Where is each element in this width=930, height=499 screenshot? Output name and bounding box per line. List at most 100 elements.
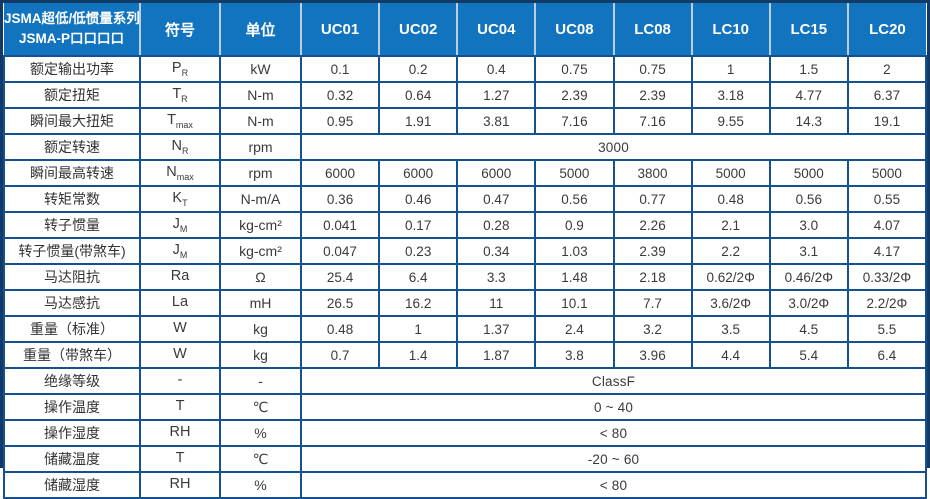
- value-cell: 2.39: [534, 81, 615, 109]
- row-symbol: JM: [139, 237, 221, 265]
- value-cell: 0.46/2Φ: [768, 263, 849, 291]
- symbol-base: T: [172, 86, 182, 103]
- symbol-base: RH: [169, 476, 191, 493]
- value-cell: 1.37: [456, 315, 537, 343]
- table-row: 转子惯量(带煞车) JM kg-cm² 0.047 0.23 0.34 1.03 2.3…: [3, 237, 928, 265]
- row-unit: kg: [219, 315, 302, 343]
- table-row: 重量（标准） W kg 0.48 1 1.37 2.4 3.2 3.5 4.5 5.5: [3, 315, 928, 343]
- value-cell: 2.1: [690, 211, 771, 239]
- row-symbol: -: [139, 367, 221, 395]
- row-symbol: TR: [139, 81, 221, 109]
- row-symbol: KT: [139, 185, 221, 213]
- symbol-base: J: [172, 242, 180, 259]
- value-cell: 3.18: [690, 81, 771, 109]
- value-cell: 0.95: [299, 107, 381, 135]
- symbol-base: Ra: [170, 268, 190, 285]
- row-merged-value: ClassF: [300, 367, 927, 395]
- row-merged-value: 0 ~ 40: [300, 393, 927, 421]
- value-cell: 5000: [534, 159, 615, 187]
- value-cell: 19.1: [846, 107, 928, 135]
- row-label: 转子惯量(带煞车): [3, 237, 141, 265]
- row-unit: kg-cm²: [219, 211, 302, 239]
- value-cell: 6000: [456, 159, 537, 187]
- value-cell: 2.4: [534, 315, 615, 343]
- value-cell: 0.4: [456, 55, 537, 83]
- row-label: 操作温度: [3, 393, 141, 421]
- value-cell: 3.5: [690, 315, 771, 343]
- symbol-subscript: R: [181, 67, 189, 78]
- value-cell: 0.32: [299, 81, 381, 109]
- symbol-base: W: [173, 346, 187, 363]
- value-cell: 0.46: [378, 185, 459, 213]
- table-row: 绝缘等级 - - ClassF: [3, 367, 927, 395]
- row-unit: N-m: [219, 107, 302, 135]
- row-symbol: PR: [139, 55, 221, 83]
- value-cell: 5.4: [768, 341, 849, 369]
- value-cell: 5000: [768, 159, 849, 187]
- symbol-subscript: M: [179, 223, 188, 234]
- value-cell: 0.9: [534, 211, 615, 239]
- symbol-base: N: [171, 138, 182, 155]
- row-label: 绝缘等级: [3, 367, 141, 395]
- value-cell: 0.75: [612, 55, 693, 83]
- row-unit: kW: [219, 55, 302, 83]
- model-column-header: LC10: [691, 3, 771, 57]
- row-unit: ℃: [219, 445, 302, 473]
- symbol-base: T: [175, 450, 185, 467]
- series-title-line2: JSMA-P口口口口: [18, 31, 124, 46]
- table-row: 重量（带煞车） W kg 0.7 1.4 1.87 3.8 3.96 4.4 5.4 6.4: [3, 341, 928, 369]
- row-label: 操作湿度: [3, 419, 141, 447]
- value-cell: 1.48: [534, 263, 615, 291]
- value-cell: 7.7: [612, 289, 693, 317]
- symbol-base: T: [175, 398, 185, 415]
- value-cell: 3.96: [612, 341, 693, 369]
- value-cell: 4.07: [846, 211, 928, 239]
- value-cell: 6000: [299, 159, 381, 187]
- model-column-header: LC20: [847, 3, 926, 57]
- value-cell: 2: [846, 55, 928, 83]
- table-row: 额定输出功率 PR kW 0.1 0.2 0.4 0.75 0.75 1 1.5 2: [3, 55, 928, 83]
- row-symbol: RH: [139, 419, 221, 447]
- value-cell: 7.16: [534, 107, 615, 135]
- value-cell: 26.5: [299, 289, 381, 317]
- value-cell: 0.1: [299, 55, 381, 83]
- row-label: 瞬间最大扭矩: [3, 107, 141, 135]
- value-cell: 1.03: [534, 237, 615, 265]
- row-unit: N-m/A: [219, 185, 302, 213]
- table-row: 操作湿度 RH % < 80: [3, 419, 927, 447]
- value-cell: 3.1: [768, 237, 849, 265]
- value-cell: 0.47: [456, 185, 537, 213]
- table-row: 额定扭矩 TR N-m 0.32 0.64 1.27 2.39 2.39 3.18 4.77…: [3, 81, 928, 109]
- value-cell: 0.17: [378, 211, 459, 239]
- row-symbol: RH: [139, 471, 221, 499]
- value-cell: 3.3: [456, 263, 537, 291]
- row-label: 重量（带煞车）: [3, 341, 141, 369]
- table-row: 转子惯量 JM kg-cm² 0.041 0.17 0.28 0.9 2.26 2.1 3.…: [3, 211, 928, 239]
- value-cell: 1.27: [456, 81, 537, 109]
- value-cell: 1: [690, 55, 771, 83]
- row-symbol: Ra: [139, 263, 221, 291]
- value-cell: 0.23: [378, 237, 459, 265]
- row-symbol: Nmax: [139, 159, 221, 187]
- value-cell: 4.17: [846, 237, 928, 265]
- value-cell: 1.5: [768, 55, 849, 83]
- row-label: 重量（标准）: [3, 315, 141, 343]
- value-cell: 16.2: [378, 289, 459, 317]
- row-unit: %: [219, 471, 302, 499]
- row-unit: N-m: [219, 81, 302, 109]
- table-row: 马达阻抗 Ra Ω 25.4 6.4 3.3 1.48 2.18 0.62/2Φ 0.46/…: [3, 263, 928, 291]
- row-symbol: T: [139, 445, 221, 473]
- table-row: 瞬间最高转速 Nmax rpm 6000 6000 6000 5000 3800 5000…: [3, 159, 928, 187]
- row-label: 马达阻抗: [3, 263, 141, 291]
- model-column-header: LC08: [613, 3, 693, 57]
- row-unit: ℃: [219, 393, 302, 421]
- symbol-base: K: [172, 190, 183, 207]
- model-column-header: UC08: [535, 3, 615, 57]
- row-label: 转子惯量: [3, 211, 141, 239]
- value-cell: 2.18: [612, 263, 693, 291]
- row-merged-value: -20 ~ 60: [300, 445, 927, 473]
- row-label: 瞬间最高转速: [3, 159, 141, 187]
- model-column-header: UC02: [379, 3, 459, 57]
- model-column-header: UC01: [301, 3, 381, 57]
